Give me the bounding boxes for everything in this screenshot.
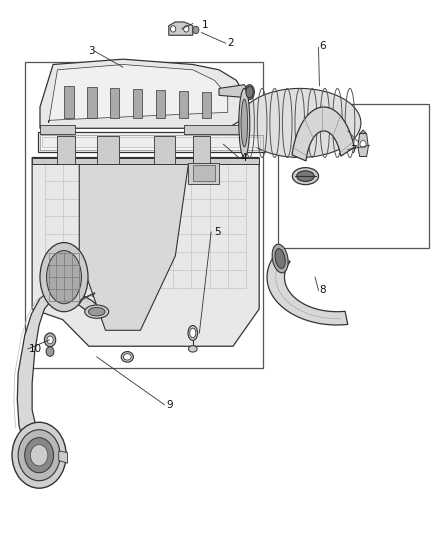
Ellipse shape <box>239 88 250 158</box>
Polygon shape <box>292 107 354 161</box>
Text: 7: 7 <box>350 144 357 155</box>
Text: 5: 5 <box>215 227 221 237</box>
Text: 8: 8 <box>319 286 326 295</box>
Polygon shape <box>57 136 75 164</box>
Bar <box>40 135 263 150</box>
Polygon shape <box>219 85 249 98</box>
Ellipse shape <box>46 251 81 304</box>
Circle shape <box>46 347 54 357</box>
Polygon shape <box>97 136 119 164</box>
Polygon shape <box>49 64 228 123</box>
Ellipse shape <box>292 167 318 184</box>
Polygon shape <box>32 158 259 346</box>
Circle shape <box>193 26 199 34</box>
Ellipse shape <box>40 243 88 312</box>
Polygon shape <box>153 136 175 164</box>
Polygon shape <box>193 136 210 164</box>
Polygon shape <box>110 88 120 118</box>
Ellipse shape <box>190 328 196 338</box>
Bar <box>188 163 219 184</box>
Polygon shape <box>155 90 165 118</box>
Polygon shape <box>201 92 211 118</box>
Polygon shape <box>59 451 67 463</box>
Bar <box>193 165 215 181</box>
Text: 9: 9 <box>166 400 173 410</box>
Ellipse shape <box>246 86 253 98</box>
Ellipse shape <box>88 308 105 316</box>
Polygon shape <box>267 255 348 325</box>
Polygon shape <box>360 130 367 134</box>
Polygon shape <box>179 91 188 118</box>
Bar <box>40 125 75 134</box>
Ellipse shape <box>124 354 131 360</box>
Circle shape <box>12 422 66 488</box>
Ellipse shape <box>245 85 254 100</box>
Bar <box>42 138 261 147</box>
Polygon shape <box>17 288 106 455</box>
Polygon shape <box>64 86 74 118</box>
Polygon shape <box>133 89 142 118</box>
Ellipse shape <box>121 352 134 362</box>
Polygon shape <box>169 22 193 35</box>
Ellipse shape <box>188 326 198 341</box>
Ellipse shape <box>241 99 247 147</box>
Text: 6: 6 <box>319 41 326 51</box>
Ellipse shape <box>188 346 197 352</box>
Circle shape <box>30 445 48 466</box>
Text: 4: 4 <box>241 152 247 163</box>
Text: 2: 2 <box>228 38 234 48</box>
Text: 10: 10 <box>29 344 42 354</box>
Polygon shape <box>79 164 188 330</box>
Polygon shape <box>358 134 368 157</box>
Polygon shape <box>87 87 96 118</box>
Bar <box>25 62 263 368</box>
Circle shape <box>184 26 189 32</box>
Circle shape <box>360 141 366 148</box>
Ellipse shape <box>239 88 361 158</box>
Circle shape <box>18 430 60 481</box>
Circle shape <box>47 336 53 344</box>
Circle shape <box>170 26 176 32</box>
Circle shape <box>44 333 56 347</box>
Circle shape <box>25 438 53 473</box>
Ellipse shape <box>297 171 314 181</box>
Bar <box>38 132 265 152</box>
Bar <box>32 158 259 164</box>
Text: 3: 3 <box>88 46 95 56</box>
Ellipse shape <box>272 244 288 273</box>
Ellipse shape <box>85 305 109 318</box>
Bar <box>184 125 245 134</box>
Bar <box>278 104 428 248</box>
Polygon shape <box>40 59 245 128</box>
Text: 1: 1 <box>201 20 208 30</box>
Ellipse shape <box>275 249 285 269</box>
